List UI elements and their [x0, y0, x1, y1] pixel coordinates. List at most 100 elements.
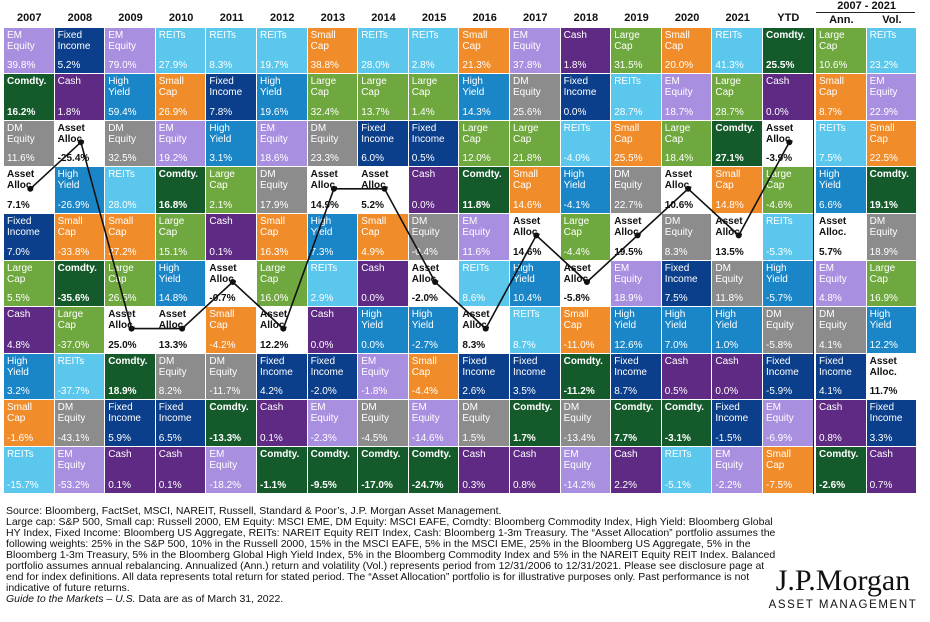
column-header-2020: 2020 — [674, 12, 700, 24]
cell-comdty: Comdty. 1.7% — [510, 400, 560, 446]
cell-return-value: 16.0% — [260, 293, 289, 305]
cell-return-value: 6.5% — [158, 432, 182, 444]
cell-large-cap: Large Cap 31.5% — [611, 27, 661, 74]
cell-return-value: -2.0% — [310, 386, 337, 398]
cell-comdty: Comdty. -17.0% — [358, 447, 408, 493]
cell-return-value: 11.8% — [715, 293, 744, 305]
cell-small-cap: Small Cap -33.8% — [54, 214, 105, 260]
cell-return-value: 1.7% — [513, 432, 536, 444]
column-header-2019: 2019 — [624, 12, 649, 24]
cell-asset-label: High Yield — [869, 309, 892, 332]
cell-small-cap: Small Cap 16.3% — [257, 214, 307, 260]
cell-asset-label: EM Equity — [563, 449, 592, 471]
cell-large-cap: Large Cap 32.4% — [307, 74, 358, 120]
cell-asset-alloc: Asset Alloc. 19.5% — [611, 214, 661, 260]
cell-return-value: 0.8% — [819, 432, 842, 444]
cell-return-value: 27.2% — [108, 246, 137, 258]
cell-em-equity: EM Equity 37.8% — [510, 27, 560, 74]
cell-asset-alloc: Asset Alloc. 11.7% — [866, 353, 917, 400]
cell-asset-label: REITs — [664, 449, 692, 460]
cell-return-value: 14.8% — [715, 199, 744, 211]
cell-asset-label: DM Equity — [715, 262, 744, 285]
cell-return-value: 22.5% — [869, 153, 898, 165]
cell-asset-label: REITs — [310, 262, 338, 274]
cell-asset-label: Small Cap — [158, 76, 184, 99]
cell-fixed-income: Fixed Income 5.9% — [105, 400, 155, 446]
cell-em-equity: EM Equity -14.6% — [408, 400, 459, 446]
column-header-2016: 2016 — [472, 12, 497, 24]
cell-small-cap: Small Cap 38.8% — [307, 27, 358, 74]
cell-return-value: 59.4% — [108, 106, 137, 118]
cell-high-yield: High Yield 12.6% — [611, 307, 661, 353]
cell-comdty: Comdty. 27.1% — [712, 120, 762, 167]
cell-large-cap: Large Cap 13.7% — [358, 74, 408, 120]
guide-title: Guide to the Markets – U.S. — [6, 593, 136, 605]
cell-return-value: 14.8% — [158, 293, 188, 305]
cell-comdty: Comdty. 18.9% — [105, 353, 155, 400]
cell-large-cap: Large Cap 26.5% — [105, 260, 155, 307]
cell-return-value: -37.7% — [57, 386, 90, 398]
cell-return-value: 10.6% — [819, 60, 848, 72]
cell-fixed-income: Fixed Income 6.0% — [358, 120, 408, 167]
cell-dm-equity: DM Equity 32.5% — [105, 120, 155, 167]
cell-return-value: -1.1% — [260, 479, 287, 491]
cell-asset-label: High Yield — [614, 309, 637, 332]
cell-return-value: 0.0% — [766, 106, 789, 118]
cell-asset-label: DM Equity — [108, 122, 136, 145]
cell-asset-alloc: Asset Alloc. 13.3% — [155, 307, 206, 353]
cell-asset-label: EM Equity — [310, 402, 339, 425]
cell-return-value: 3.3% — [869, 432, 893, 444]
cell-comdty: Comdty. -1.1% — [257, 447, 307, 493]
cell-dm-equity: DM Equity 17.9% — [257, 167, 307, 213]
cell-return-value: 11.8% — [462, 199, 491, 211]
cell-dm-equity: DM Equity -5.8% — [763, 307, 813, 353]
cell-dm-equity: DM Equity 18.9% — [866, 214, 917, 260]
cell-return-value: 1.5% — [462, 432, 486, 444]
cell-return-value: -4.5% — [361, 432, 388, 444]
cell-asset-label: EM Equity — [869, 76, 898, 99]
cell-return-value: -25.4% — [57, 153, 90, 165]
cell-return-value: -5.7% — [766, 293, 793, 305]
cell-return-value: 10.6% — [664, 199, 694, 211]
cell-asset-label: Comdty. — [462, 169, 502, 181]
cell-em-equity: EM Equity 19.2% — [155, 120, 206, 167]
cell-return-value: -2.0% — [411, 293, 438, 305]
cell-asset-label: Comdty. — [209, 402, 249, 414]
cell-reits: REITs 2.9% — [307, 260, 358, 307]
cell-asset-label: Small Cap — [260, 216, 286, 238]
cell-return-value: -2.6% — [819, 479, 846, 491]
cell-asset-label: Large Cap — [462, 122, 488, 145]
cell-return-value: 0.0% — [411, 199, 435, 211]
cell-return-value: 16.2% — [7, 106, 36, 118]
cell-reits: REITs -37.7% — [54, 353, 105, 400]
cell-return-value: 11.6% — [462, 246, 491, 258]
cell-asset-label: Cash — [819, 402, 843, 414]
cell-high-yield: High Yield -5.7% — [763, 260, 813, 307]
cell-reits: REITs 28.0% — [105, 167, 155, 213]
cell-fixed-income: Fixed Income -2.0% — [307, 353, 358, 400]
cell-return-value: -37.0% — [57, 339, 90, 351]
cell-em-equity: EM Equity 22.9% — [866, 74, 917, 120]
cell-return-value: 12.6% — [614, 339, 643, 351]
cell-large-cap: Large Cap 16.9% — [866, 260, 917, 307]
cell-asset-label: EM Equity — [158, 122, 187, 145]
cell-return-value: 8.7% — [614, 386, 637, 398]
cell-asset-alloc: Asset Alloc. 5.2% — [358, 167, 408, 213]
cell-high-yield: High Yield 59.4% — [105, 74, 155, 120]
cell-asset-label: Small Cap — [664, 29, 690, 52]
cell-return-value: 28.7% — [614, 106, 643, 118]
cell-asset-label: DM Equity — [209, 355, 238, 378]
source-body: Large cap: S&P 500, Small cap: Russell 2… — [6, 516, 776, 594]
cell-asset-label: Cash — [563, 29, 587, 41]
cell-asset-label: High Yield — [462, 76, 485, 99]
cell-asset-label: Asset Alloc. — [563, 262, 591, 285]
cell-return-value: 19.7% — [260, 60, 289, 72]
cell-reits: REITs 23.2% — [866, 27, 917, 74]
cell-asset-label: Cash — [513, 449, 537, 460]
cell-return-value: 0.5% — [411, 153, 435, 165]
cell-asset-label: EM Equity — [819, 262, 847, 285]
cell-return-value: 25.5% — [614, 153, 643, 165]
cell-asset-label: DM Equity — [766, 309, 794, 332]
cell-return-value: -1.5% — [715, 432, 742, 444]
cell-reits: REITs -4.0% — [560, 120, 611, 167]
